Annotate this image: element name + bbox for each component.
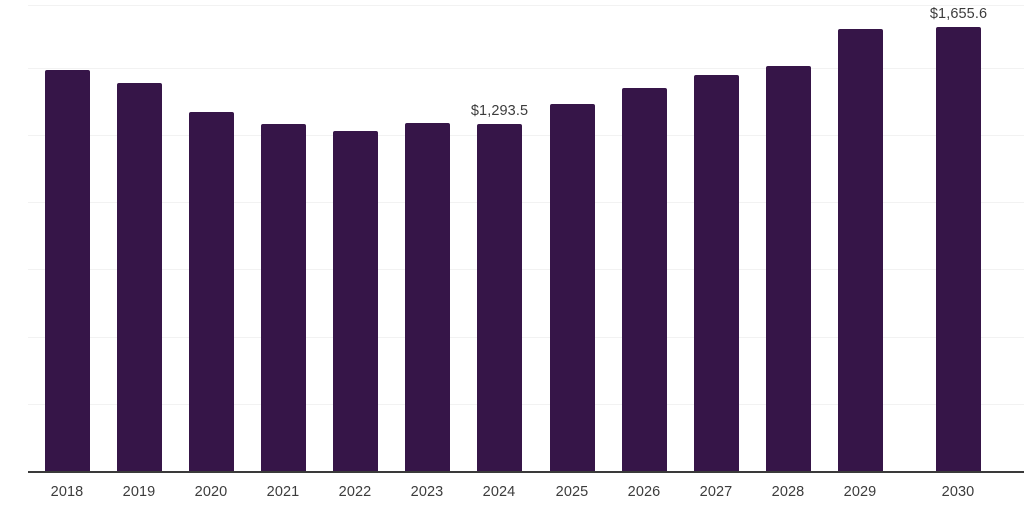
x-tick-2021: 2021 (266, 484, 300, 500)
x-tick-2022: 2022 (338, 484, 372, 500)
x-tick-2018: 2018 (50, 484, 84, 500)
bar-2029[interactable] (838, 29, 883, 471)
x-tick-2027: 2027 (699, 484, 733, 500)
bar-2030[interactable] (936, 27, 981, 471)
bar-2023[interactable] (405, 123, 450, 471)
x-tick-2025: 2025 (555, 484, 589, 500)
bar-2028[interactable] (766, 66, 811, 471)
x-tick-2029: 2029 (843, 484, 877, 500)
x-tick-2019: 2019 (122, 484, 156, 500)
x-tick-2026: 2026 (627, 484, 661, 500)
bar-2021[interactable] (261, 124, 306, 471)
x-tick-2020: 2020 (194, 484, 228, 500)
bar-2020[interactable] (189, 112, 234, 471)
data-label-2030: $1,655.6 (929, 6, 988, 22)
bar-2022[interactable] (333, 131, 378, 471)
bar-2018[interactable] (45, 70, 90, 471)
bar-2026[interactable] (622, 88, 667, 471)
x-tick-2023: 2023 (410, 484, 444, 500)
x-tick-2024: 2024 (482, 484, 516, 500)
bar-2019[interactable] (117, 83, 162, 471)
bar-2027[interactable] (694, 75, 739, 471)
bar-2025[interactable] (550, 104, 595, 471)
x-tick-2028: 2028 (771, 484, 805, 500)
data-label-2024: $1,293.5 (470, 103, 529, 119)
bar-2024[interactable] (477, 124, 522, 471)
x-tick-2030: 2030 (941, 484, 975, 500)
